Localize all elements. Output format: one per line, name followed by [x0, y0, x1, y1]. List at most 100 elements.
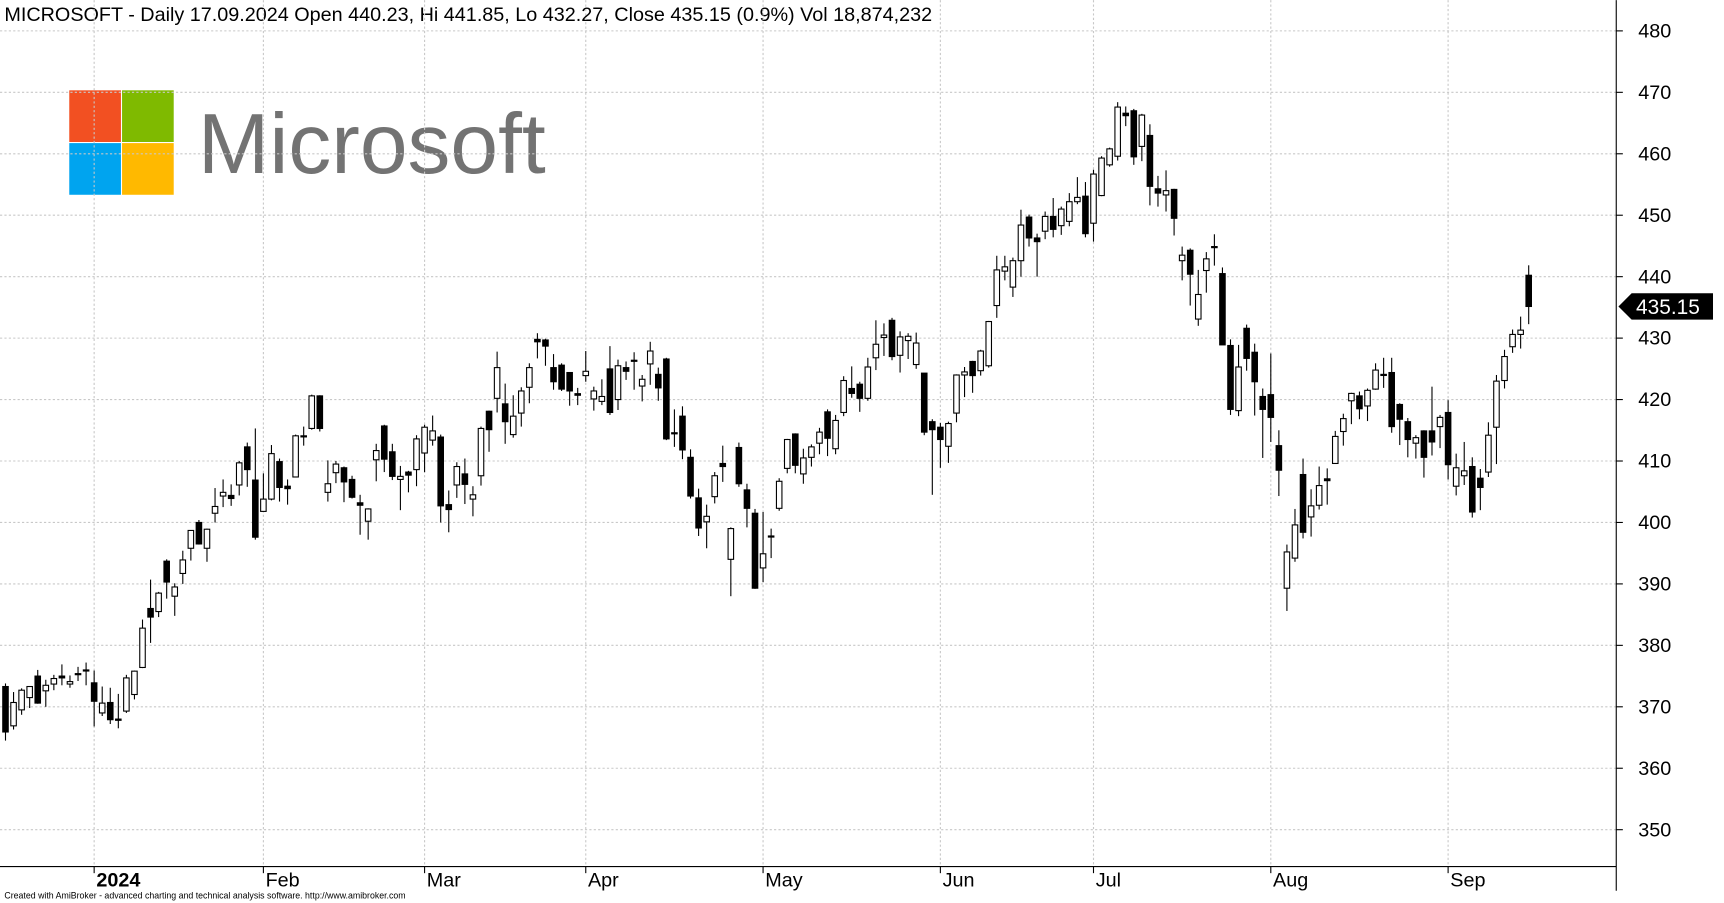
- candle-body: [1331, 435, 1339, 465]
- candle-body: [1194, 293, 1202, 320]
- candle-body: [155, 592, 162, 613]
- candle-body: [90, 682, 98, 702]
- candle-body: [203, 528, 211, 549]
- candle-body: [703, 515, 710, 523]
- candle-body: [284, 485, 291, 490]
- candle-body: [920, 372, 928, 433]
- x-tick-label: May: [765, 869, 802, 891]
- logo-square: [122, 90, 174, 142]
- y-tick-label: 370: [1638, 696, 1671, 718]
- y-tick-label: 390: [1638, 573, 1671, 595]
- candle-body: [808, 446, 815, 458]
- candle-body: [1460, 470, 1468, 477]
- candle-body: [1380, 373, 1387, 377]
- candle-body: [1307, 505, 1315, 518]
- candle-body: [26, 685, 33, 699]
- candle-body: [671, 432, 678, 435]
- chart-title: MICROSOFT - Daily 17.09.2024 Open 440.23…: [4, 4, 932, 26]
- candle-body: [1259, 395, 1267, 410]
- candle-body: [1388, 371, 1395, 428]
- candle-body: [1178, 254, 1186, 262]
- candle-body: [252, 479, 259, 538]
- candle-body: [364, 508, 372, 522]
- candle-body: [179, 559, 187, 575]
- candle-body: [590, 390, 598, 400]
- candle-body: [348, 478, 356, 498]
- candle-body: [622, 367, 630, 372]
- candle-body: [743, 489, 751, 509]
- candle-body: [1001, 266, 1009, 272]
- candle-body: [147, 607, 154, 618]
- candle-body: [1299, 473, 1307, 533]
- candle-body: [171, 586, 179, 597]
- candle-body: [115, 718, 122, 721]
- candle-body: [654, 373, 662, 389]
- candle-body: [1114, 106, 1121, 157]
- candle-body: [437, 436, 444, 507]
- candle-body: [558, 364, 565, 390]
- candle-body: [832, 419, 839, 450]
- candle-body: [163, 560, 170, 583]
- candle-body: [123, 677, 130, 712]
- y-tick-label: 450: [1638, 205, 1671, 227]
- candle-body: [397, 475, 404, 480]
- last-price-marker: [1618, 293, 1714, 320]
- candle-body: [421, 426, 428, 454]
- candle-body: [1057, 208, 1065, 227]
- candle-body: [1444, 411, 1452, 466]
- candle-body: [1130, 110, 1138, 158]
- candle-body: [800, 457, 807, 475]
- candle-body: [1267, 394, 1275, 418]
- candle-body: [380, 425, 388, 460]
- x-tick-label: Aug: [1273, 869, 1308, 891]
- candle-body: [187, 529, 195, 549]
- candle-body: [1452, 467, 1460, 487]
- logo-square: [69, 90, 121, 142]
- candle-body: [695, 497, 702, 529]
- candle-body: [195, 521, 203, 545]
- candle-body: [792, 433, 799, 466]
- candle-body: [961, 371, 968, 376]
- logo-square: [122, 143, 174, 195]
- candle-body: [630, 359, 638, 362]
- candle-body: [1033, 237, 1041, 243]
- candle-body: [139, 627, 146, 669]
- candle-body: [98, 702, 106, 714]
- candle-body: [219, 491, 227, 497]
- candle-body: [679, 415, 686, 451]
- candle-body: [1041, 215, 1049, 232]
- candle-body: [50, 677, 58, 685]
- candle-body: [66, 681, 74, 685]
- candle-body: [1364, 389, 1371, 407]
- candle-body: [1372, 369, 1379, 390]
- candle-body: [1404, 421, 1412, 441]
- candle-body: [429, 430, 436, 441]
- candle-body: [993, 269, 1001, 307]
- candle-body: [945, 422, 952, 447]
- candle-body: [646, 350, 654, 365]
- candle-body: [1170, 188, 1178, 219]
- candle-body: [340, 467, 348, 483]
- x-tick-label: Jun: [943, 869, 975, 891]
- credit: Created with AmiBroker - advanced charti…: [4, 890, 405, 900]
- candle-body: [1235, 366, 1242, 412]
- candle-body: [316, 395, 324, 429]
- candle-body: [227, 494, 235, 500]
- candle-body: [1420, 430, 1428, 458]
- candle-body: [937, 426, 944, 441]
- y-tick-label: 350: [1638, 819, 1671, 841]
- candle-body: [1017, 224, 1025, 262]
- x-tick-label: Jul: [1096, 869, 1121, 891]
- candle-body: [82, 669, 90, 672]
- candle-body: [1340, 418, 1347, 433]
- candle-body: [566, 371, 573, 392]
- candle-body: [638, 378, 646, 387]
- y-tick-label: 440: [1638, 266, 1671, 288]
- candle-body: [598, 395, 606, 402]
- candle-body: [405, 471, 412, 476]
- candle-body: [308, 395, 316, 429]
- candle-body: [534, 338, 541, 343]
- candle-body: [372, 450, 380, 461]
